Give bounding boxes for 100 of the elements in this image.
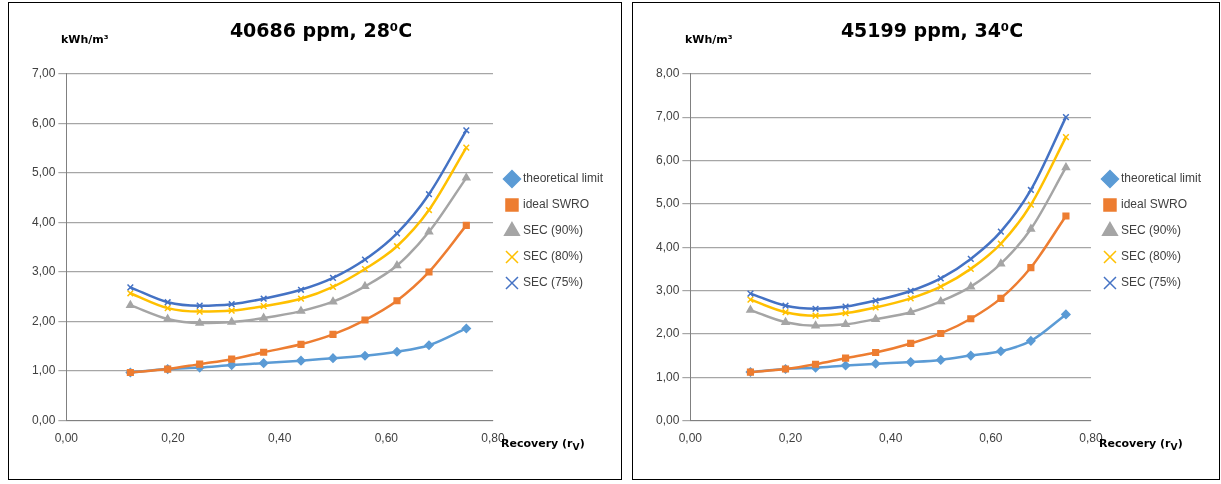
point: [195, 318, 204, 326]
y-tick-label: 7,00: [32, 66, 56, 81]
point: [425, 268, 433, 276]
x-tick-label: 0,60: [374, 431, 399, 446]
point: [328, 296, 338, 305]
point: [811, 360, 820, 368]
point: [840, 360, 851, 371]
point: [937, 329, 945, 338]
point: [870, 359, 881, 369]
point: [329, 330, 337, 338]
y-axis-title: kWh/m³: [685, 33, 733, 46]
point: [393, 297, 401, 305]
point: [841, 319, 850, 328]
point: [905, 357, 916, 367]
point: [361, 256, 369, 264]
point: [966, 350, 976, 361]
point: [328, 353, 338, 363]
x-tick-label: 0,00: [54, 431, 79, 446]
point: [1061, 309, 1071, 320]
y-tick-label: 2,00: [32, 313, 56, 328]
point: [126, 300, 135, 308]
y-tick-label: 3,00: [656, 282, 680, 297]
x-tick-label: 0,20: [161, 431, 186, 446]
point: [967, 315, 975, 323]
y-tick-label: 1,00: [656, 369, 680, 384]
point: [996, 258, 1006, 267]
y-tick-label: 5,00: [32, 165, 56, 180]
point: [906, 307, 915, 315]
point: [746, 290, 755, 298]
point: [996, 346, 1006, 356]
legend-label: SEC (75%): [522, 275, 583, 290]
y-tick-label: 0,00: [32, 412, 56, 427]
y-tick-label: 4,00: [32, 214, 56, 229]
point: [1062, 212, 1070, 220]
point: [228, 355, 236, 363]
point: [842, 354, 850, 362]
y-tick-label: 6,00: [32, 115, 56, 130]
point: [297, 340, 305, 348]
x-tick-label: 0,00: [678, 431, 703, 446]
legend-label: ideal SWRO: [1120, 197, 1187, 212]
point: [258, 358, 269, 368]
point: [392, 260, 402, 269]
legend-label: SEC (90%): [522, 223, 583, 238]
point: [462, 221, 470, 229]
x-tick-label: 0,20: [778, 431, 803, 446]
point: [842, 303, 850, 311]
point: [361, 265, 369, 273]
y-tick-label: 6,00: [656, 152, 680, 167]
point: [811, 320, 820, 329]
x-tick-label: 0,40: [267, 431, 292, 446]
point: [392, 346, 402, 357]
legend-label: SEC (80%): [522, 249, 583, 264]
point: [907, 294, 915, 302]
y-tick-label: 7,00: [656, 109, 680, 124]
point: [461, 323, 472, 334]
point: [1061, 162, 1071, 171]
y-tick-label: 2,00: [656, 326, 680, 341]
point: [360, 281, 370, 290]
point: [781, 317, 790, 325]
point: [1026, 336, 1036, 346]
y-tick-label: 8,00: [656, 66, 680, 81]
legend-label: SEC (75%): [1120, 275, 1181, 290]
chart-title: 45199 ppm, 34⁰C: [840, 19, 1024, 42]
point: [196, 360, 204, 368]
point: [260, 295, 268, 303]
point: [296, 355, 306, 366]
point: [746, 305, 755, 313]
point: [424, 227, 434, 235]
y-tick-label: 1,00: [32, 363, 56, 378]
legend-label: theoretical limit: [1120, 171, 1202, 186]
point: [1027, 264, 1035, 272]
point: [260, 348, 268, 356]
point: [424, 340, 434, 351]
x-tick-label: 0,40: [878, 431, 903, 446]
y-tick-label: 3,00: [32, 264, 56, 279]
point: [871, 314, 880, 322]
legend-label: SEC (90%): [1120, 223, 1181, 238]
point: [126, 283, 134, 291]
y-tick-label: 0,00: [656, 412, 680, 427]
legend-label: ideal SWRO: [522, 197, 589, 212]
x-tick-label: 0,60: [979, 431, 1003, 446]
point: [462, 126, 470, 134]
y-tick-label: 4,00: [656, 239, 680, 254]
point: [163, 314, 172, 322]
point: [361, 316, 369, 324]
point: [296, 306, 306, 314]
point: [1062, 133, 1070, 141]
point: [196, 302, 204, 310]
point: [1026, 224, 1036, 232]
legend-label: theoretical limit: [522, 171, 604, 186]
point: [872, 348, 880, 357]
legend-label: SEC (80%): [1120, 249, 1181, 264]
point: [462, 173, 471, 181]
y-tick-label: 5,00: [656, 196, 680, 211]
y-axis-title: kWh/m³: [61, 33, 109, 46]
point: [966, 281, 975, 290]
point: [228, 307, 236, 315]
point: [360, 350, 370, 361]
point: [259, 313, 268, 321]
point: [936, 296, 945, 305]
